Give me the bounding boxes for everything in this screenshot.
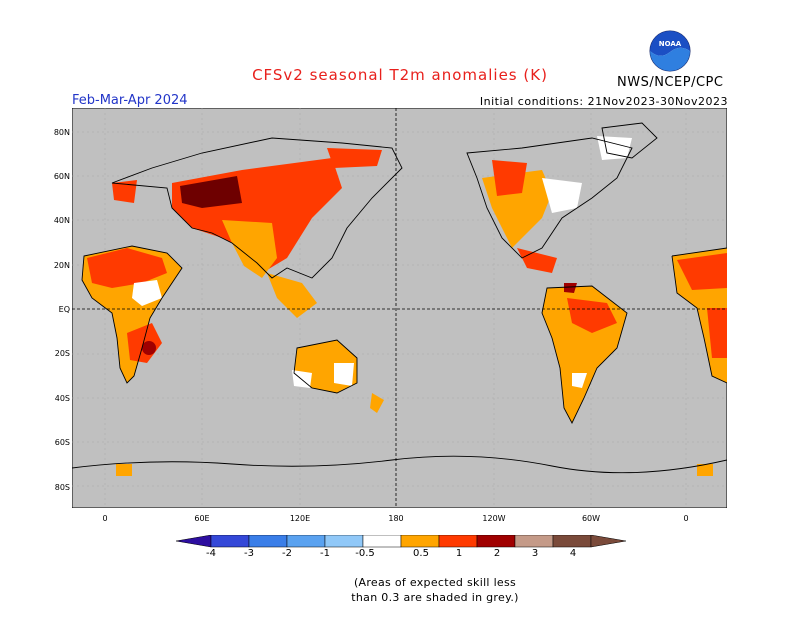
colorbar-tick: -2 bbox=[282, 548, 292, 559]
lon-label-60w: 60W bbox=[581, 514, 601, 523]
lat-label-20n: 20N bbox=[53, 261, 70, 270]
chart-title: CFSv2 seasonal T2m anomalies (K) bbox=[252, 66, 548, 84]
lon-label-120w: 120W bbox=[482, 514, 506, 523]
noaa-logo: NOAA bbox=[649, 30, 691, 72]
lat-label-eq: EQ bbox=[58, 305, 70, 314]
lon-label-60e: 60E bbox=[194, 514, 210, 523]
colorbar-tick: 4 bbox=[569, 548, 577, 559]
lat-label-80s: 80S bbox=[54, 483, 70, 492]
anomaly-map bbox=[71, 107, 728, 509]
coastlines bbox=[71, 122, 728, 474]
organization-label: NWS/NCEP/CPC bbox=[617, 75, 724, 90]
footnote-line-2: than 0.3 are shaded in grey.) bbox=[351, 591, 519, 604]
footnote-line-1: (Areas of expected skill less bbox=[353, 576, 517, 589]
colorbar-tick: -3 bbox=[244, 548, 254, 559]
colorbar-tick: -4 bbox=[206, 548, 216, 559]
lon-label-180: 180 bbox=[388, 514, 404, 523]
colorbar-tick: 1 bbox=[455, 548, 463, 559]
lat-label-80n: 80N bbox=[53, 128, 70, 137]
colorbar bbox=[175, 534, 627, 551]
colorbar-tick: -1 bbox=[320, 548, 330, 559]
lon-label-0-right: 0 bbox=[683, 514, 689, 523]
lon-label-0: 0 bbox=[102, 514, 108, 523]
africa-repeat-anomalies bbox=[672, 248, 727, 383]
colorbar-tick: 3 bbox=[531, 548, 539, 559]
africa-anomalies bbox=[82, 246, 182, 383]
lat-label-20s: 20S bbox=[54, 349, 70, 358]
colorbar-tick: 0.5 bbox=[413, 548, 429, 559]
lat-label-40n: 40N bbox=[53, 216, 70, 225]
logo-text: NOAA bbox=[659, 40, 682, 48]
lat-label-40s: 40S bbox=[54, 394, 70, 403]
colorbar-tick: 2 bbox=[493, 548, 501, 559]
colorbar-tick: -0.5 bbox=[355, 548, 375, 559]
eurasia-anomalies bbox=[112, 148, 382, 318]
south-america-anomalies bbox=[542, 283, 627, 423]
forecast-period: Feb-Mar-Apr 2024 bbox=[72, 93, 188, 108]
lon-label-120e: 120E bbox=[289, 514, 311, 523]
north-america-anomalies bbox=[482, 136, 632, 273]
initial-conditions: Initial conditions: 21Nov2023-30Nov2023 bbox=[479, 95, 728, 108]
antarctic-anomalies bbox=[116, 464, 713, 476]
lat-label-60s: 60S bbox=[54, 438, 70, 447]
lat-label-60n: 60N bbox=[53, 172, 70, 181]
